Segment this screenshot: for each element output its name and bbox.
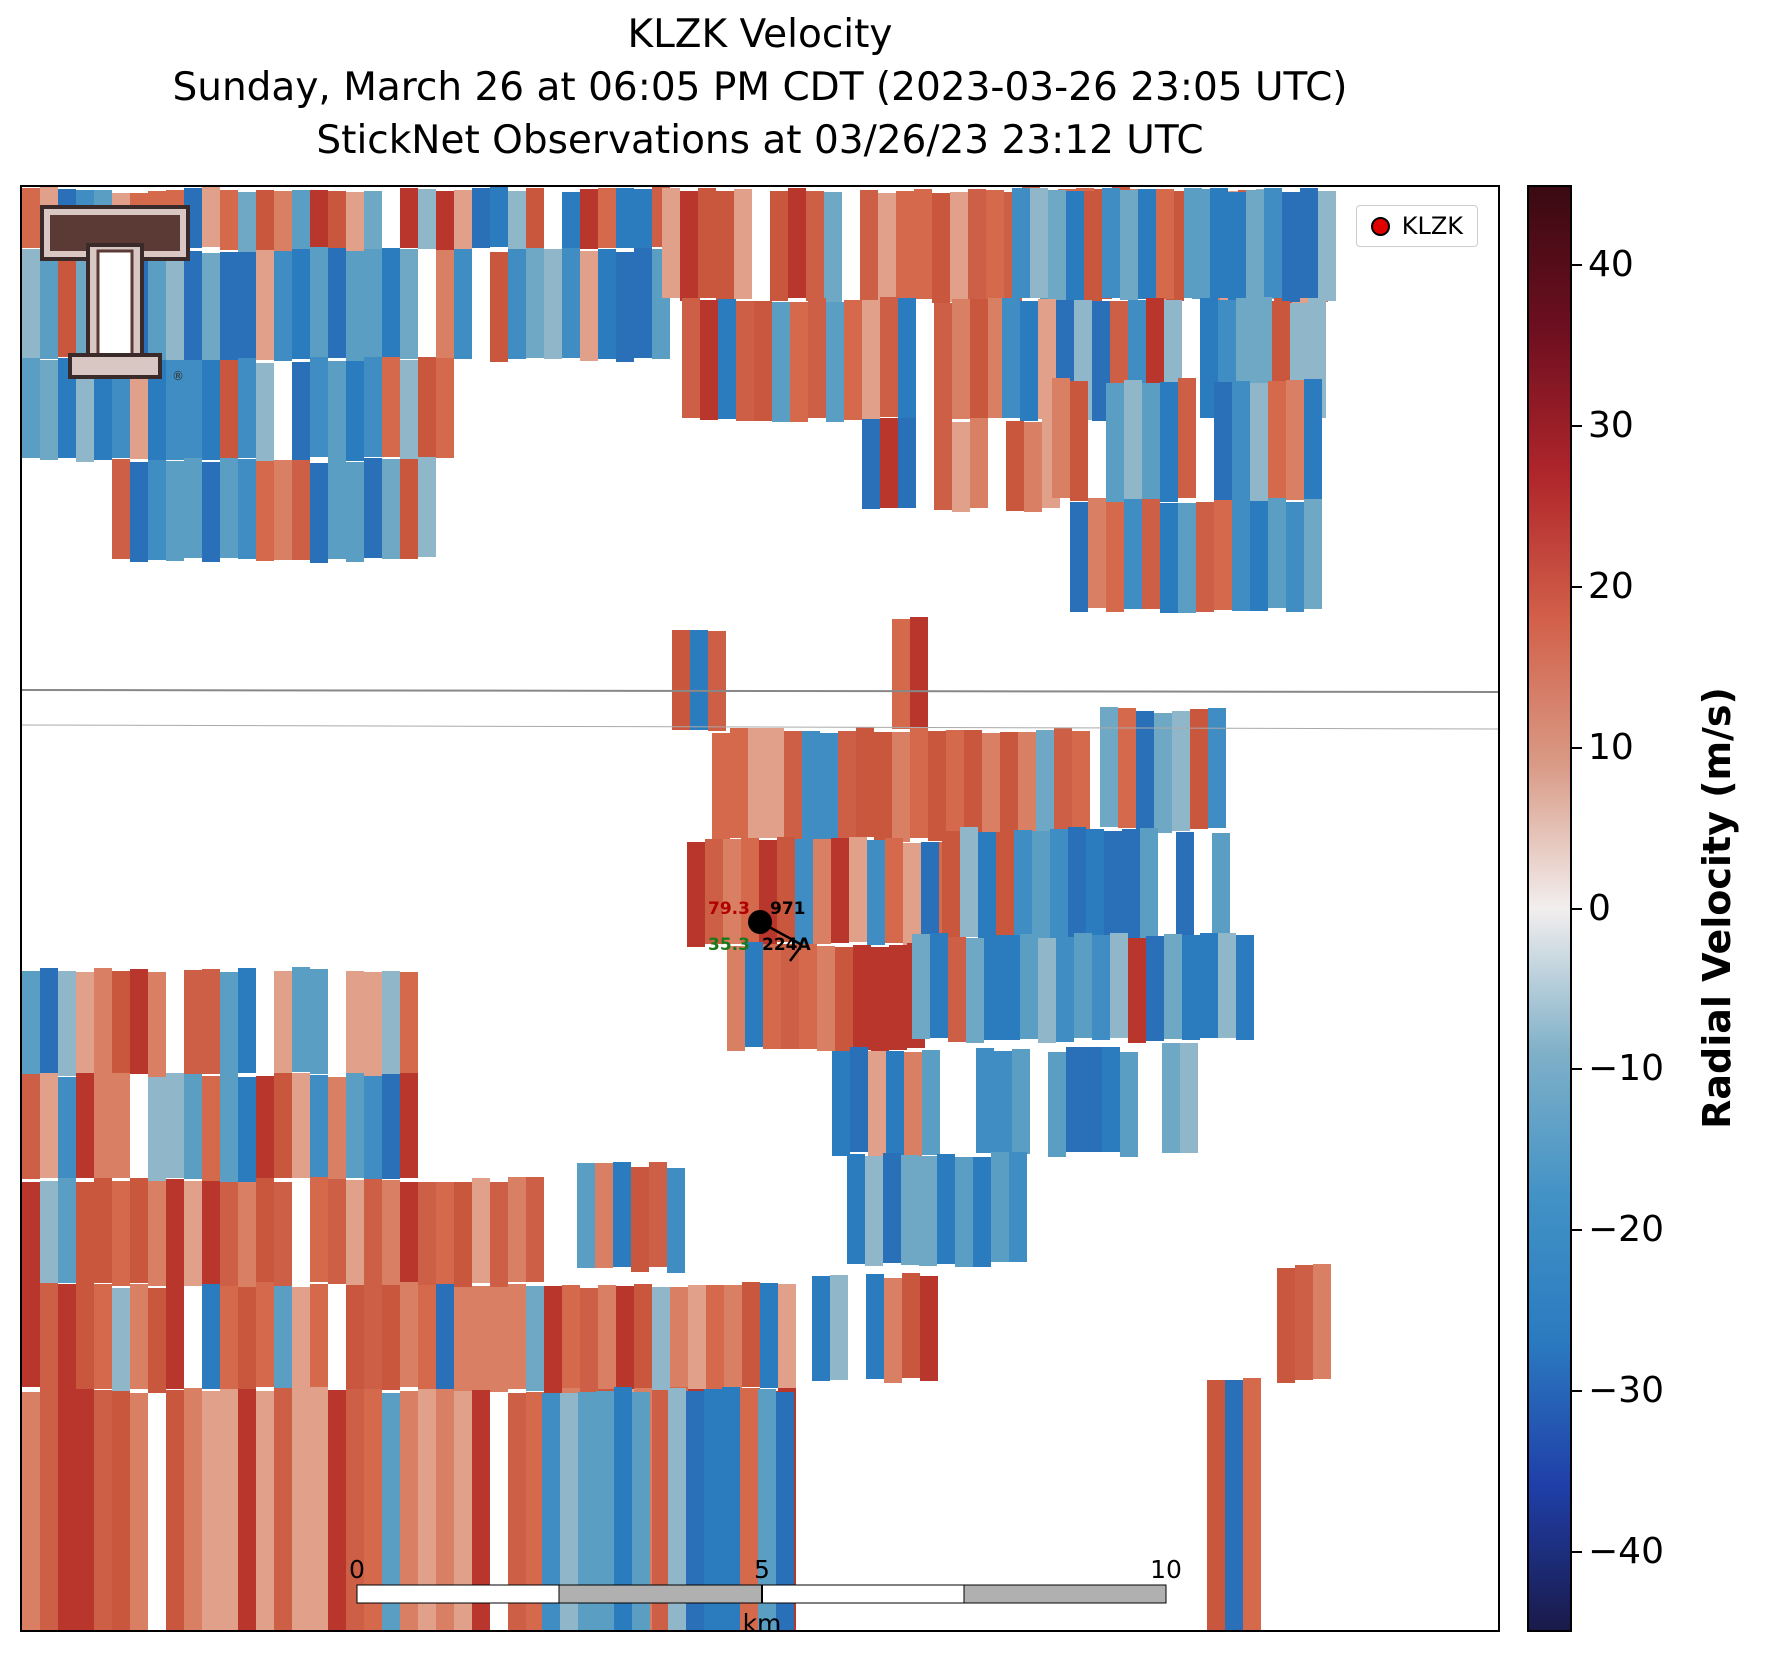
klzk-marker-icon (1370, 216, 1390, 236)
station-temperature: 79.3 (708, 899, 750, 919)
colorbar-tick-label: 20 (1588, 565, 1634, 607)
station-dewpoint: 35.3 (708, 935, 750, 955)
colorbar-tick (1572, 1550, 1582, 1553)
colorbar-tick (1572, 585, 1582, 588)
colorbar-tick (1572, 1068, 1582, 1071)
colorbar-tick-label: 30 (1588, 405, 1634, 447)
svg-text:®: ® (172, 369, 184, 383)
colorbar-tick-label: 10 (1588, 726, 1634, 768)
colorbar-tick-label: −20 (1588, 1209, 1664, 1251)
colorbar-title: Radial Velocity (m/s) (1695, 687, 1739, 1129)
colorbar-tick-label: −30 (1588, 1369, 1664, 1411)
legend-label: KLZK (1401, 212, 1463, 240)
colorbar-tick (1572, 1389, 1582, 1392)
title-line-2: Sunday, March 26 at 06:05 PM CDT (2023-0… (172, 65, 1348, 110)
velocity-colorbar (1527, 185, 1572, 1632)
title-line-3: StickNet Observations at 03/26/23 23:12 … (316, 118, 1204, 163)
colorbar-tick (1572, 907, 1582, 910)
station-id: 224A (762, 935, 811, 955)
colorbar-tick (1572, 425, 1582, 428)
title-line-1: KLZK Velocity (627, 12, 893, 57)
colorbar-tick-label: 0 (1588, 887, 1611, 929)
station-pressure: 971 (770, 899, 806, 919)
radar-velocity-field (22, 187, 1498, 1630)
texas-tech-logo: ® (40, 205, 190, 385)
colorbar-tick (1572, 264, 1582, 267)
colorbar-tick (1572, 746, 1582, 749)
colorbar-tick-label: −40 (1588, 1530, 1664, 1572)
colorbar-tick-label: −10 (1588, 1048, 1664, 1090)
scale-label-10: 10 (1150, 1555, 1182, 1584)
colorbar-tick (1572, 1229, 1582, 1232)
radar-map[interactable]: ® KLZK 79.3 971 35.3 224A 0 5 10 km (20, 185, 1500, 1632)
scale-label-0: 0 (349, 1555, 365, 1584)
legend: KLZK (1355, 205, 1478, 247)
colorbar-tick-label: 40 (1588, 244, 1634, 286)
scale-unit: km (742, 1609, 782, 1632)
scale-label-5: 5 (754, 1555, 770, 1584)
